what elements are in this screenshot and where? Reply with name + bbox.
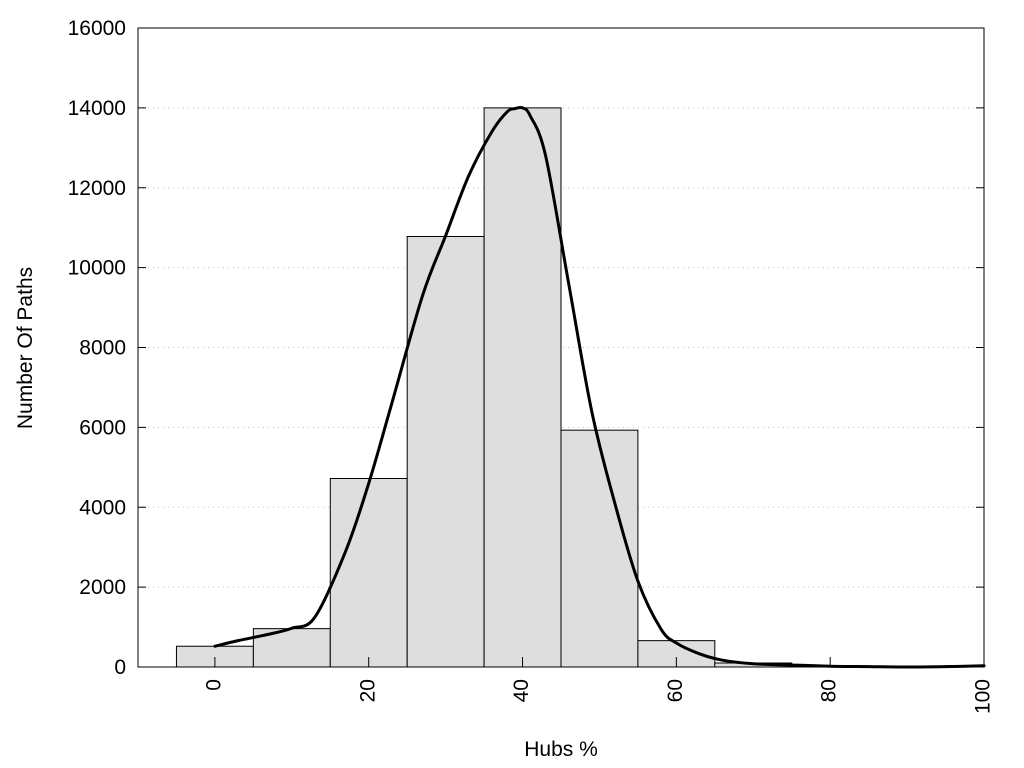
x-tick-label: 60 — [664, 679, 687, 702]
x-tick-label: 100 — [972, 679, 995, 714]
x-axis-title: Hubs % — [524, 738, 598, 761]
bar-layer — [175, 107, 985, 668]
y-tick-label: 8000 — [79, 337, 126, 360]
y-tick-label: 12000 — [68, 177, 126, 200]
x-tick-label: 40 — [510, 679, 533, 702]
y-tick-label: 2000 — [79, 576, 126, 599]
y-tick-label: 10000 — [68, 257, 126, 280]
grid-layer — [138, 107, 984, 588]
density-curve — [213, 105, 986, 669]
y-tick-labels: 0 2000 4000 6000 8000 10000 12000 14000 16000 — [68, 17, 126, 679]
y-tick-label: 16000 — [68, 17, 126, 40]
x-tick-label: 20 — [356, 679, 379, 702]
y-axis-title: Number Of Paths — [14, 267, 37, 429]
x-tick-labels: 0 20 40 60 80 100 — [202, 679, 994, 714]
x-tick-label: 80 — [818, 679, 841, 702]
y-tick-label: 4000 — [79, 496, 126, 519]
histogram-bar — [560, 429, 639, 668]
y-tick-label: 0 — [114, 656, 126, 679]
histogram-bar — [329, 477, 408, 668]
tick-layer — [138, 27, 985, 668]
histogram-bar — [483, 107, 562, 668]
y-tick-label: 6000 — [79, 416, 126, 439]
histogram-bar — [406, 235, 485, 668]
x-tick-label: 0 — [202, 679, 225, 691]
curve-layer — [213, 105, 986, 669]
y-tick-label: 14000 — [68, 97, 126, 120]
